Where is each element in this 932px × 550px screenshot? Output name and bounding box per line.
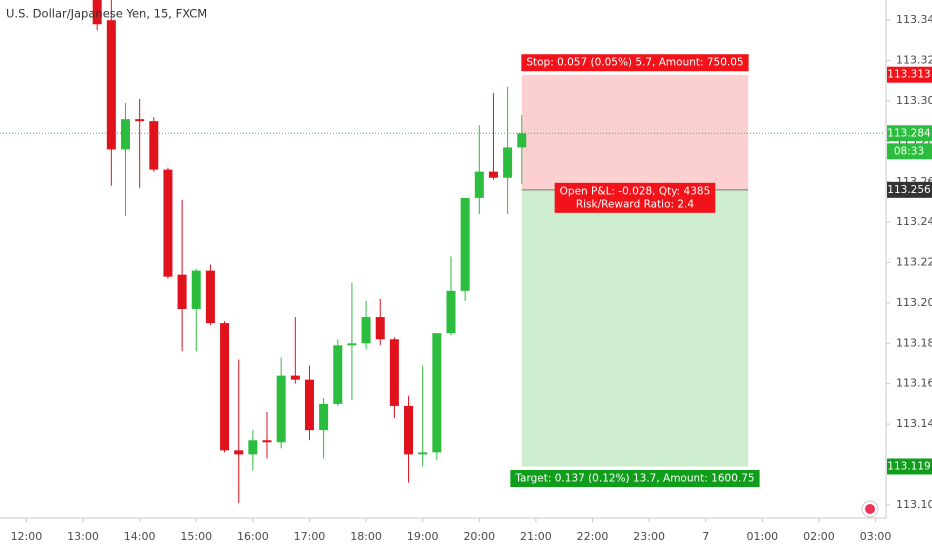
candle-body xyxy=(432,333,442,453)
candle-body xyxy=(375,317,385,340)
pnl-label-text: Risk/Reward Ratio: 2.4 xyxy=(576,198,695,210)
x-tick-label: 23:00 xyxy=(633,530,665,543)
target-label-bg xyxy=(510,470,760,488)
x-tick-label: 14:00 xyxy=(124,530,156,543)
candle-body xyxy=(234,450,244,455)
countdown-tag: 08:33 xyxy=(894,145,924,157)
y-tick-label: 113.180 xyxy=(896,336,932,349)
stop-price-tag: 113.313 xyxy=(887,69,930,81)
candle-body xyxy=(304,379,314,431)
candle-body xyxy=(106,20,116,150)
candle-body xyxy=(488,171,498,178)
candle-body xyxy=(220,323,230,451)
candle-body xyxy=(205,270,215,324)
entry-price-tag-bg xyxy=(887,181,932,198)
candle-body xyxy=(135,119,145,122)
pnl-label-bg xyxy=(554,182,716,213)
candle-body xyxy=(446,290,456,334)
y-tick-label: 113.320 xyxy=(896,54,932,67)
y-tick-label: 113.220 xyxy=(896,256,932,269)
chart-title: U.S. Dollar/Japanese Yen, 15, FXCM xyxy=(6,7,207,21)
stop-label-text: Stop: 0.057 (0.05%) 5.7, Amount: 750.05 xyxy=(526,57,743,69)
plot-area xyxy=(0,0,885,503)
y-tick-label: 113.240 xyxy=(896,215,932,228)
y-tick-label: 113.160 xyxy=(896,377,932,390)
logo-dot xyxy=(865,504,875,514)
y-tick-label: 113.340 xyxy=(896,13,932,26)
x-tick-label: 22:00 xyxy=(577,530,609,543)
candle-body xyxy=(503,147,513,178)
y-tick-label: 113.200 xyxy=(896,296,932,309)
candle-body xyxy=(460,197,470,291)
candle-body xyxy=(290,375,300,380)
stop-price-tag-bg xyxy=(887,66,932,83)
stop-zone xyxy=(521,74,749,190)
candle-body xyxy=(248,440,258,455)
last-price-tag: 113.284 xyxy=(887,127,931,139)
candle-body xyxy=(262,440,272,443)
axes: 113.100113.120113.140113.160113.180113.2… xyxy=(11,13,932,543)
target-label: Target: 0.137 (0.12%) 13.7, Amount: 1600… xyxy=(510,470,760,488)
candle-body xyxy=(389,339,399,406)
stop-label: Stop: 0.057 (0.05%) 5.7, Amount: 750.05 xyxy=(521,54,749,72)
candle-body xyxy=(163,169,173,277)
x-tick-label: 02:00 xyxy=(803,530,835,543)
target-zone xyxy=(521,189,749,467)
stop-label-bg xyxy=(521,54,749,72)
x-tick-label: 13:00 xyxy=(67,530,99,543)
last-price-tag-bg xyxy=(887,125,932,142)
x-tick-label: 7 xyxy=(702,530,709,543)
candle-body xyxy=(149,121,159,170)
candle-body xyxy=(517,133,527,148)
candle-body xyxy=(177,274,187,309)
y-tick-label: 113.300 xyxy=(896,94,932,107)
candle-body xyxy=(92,0,102,25)
target-price-tag-bg xyxy=(887,458,932,475)
x-tick-label: 17:00 xyxy=(294,530,326,543)
x-tick-label: 01:00 xyxy=(746,530,778,543)
candle-body xyxy=(276,375,286,443)
candle-body xyxy=(361,317,371,344)
target-label-text: Target: 0.137 (0.12%) 13.7, Amount: 1600… xyxy=(514,473,754,485)
pnl-label-text: Open P&L: -0.028, Qty: 4385 xyxy=(560,185,711,197)
x-tick-label: 16:00 xyxy=(237,530,269,543)
x-tick-label: 20:00 xyxy=(463,530,495,543)
candle-body xyxy=(418,452,428,455)
x-tick-label: 21:00 xyxy=(520,530,552,543)
x-tick-label: 19:00 xyxy=(407,530,439,543)
candle-body xyxy=(474,171,484,198)
entry-price-tag: 113.256 xyxy=(887,184,931,196)
x-tick-label: 12:00 xyxy=(11,530,43,543)
candle-body xyxy=(191,270,201,309)
candle-body xyxy=(404,405,414,455)
x-tick-label: 15:00 xyxy=(180,530,212,543)
y-tick-label: 113.100 xyxy=(896,498,932,511)
candle-body xyxy=(120,119,130,150)
countdown-tag-bg xyxy=(887,143,932,160)
target-price-tag: 113.119 xyxy=(887,461,930,473)
x-tick-label: 18:00 xyxy=(350,530,382,543)
candle-body xyxy=(319,403,329,431)
y-tick-label: 113.140 xyxy=(896,417,932,430)
x-tick-label: 03:00 xyxy=(860,530,892,543)
candle-body xyxy=(347,343,357,346)
candle-body xyxy=(333,345,343,404)
